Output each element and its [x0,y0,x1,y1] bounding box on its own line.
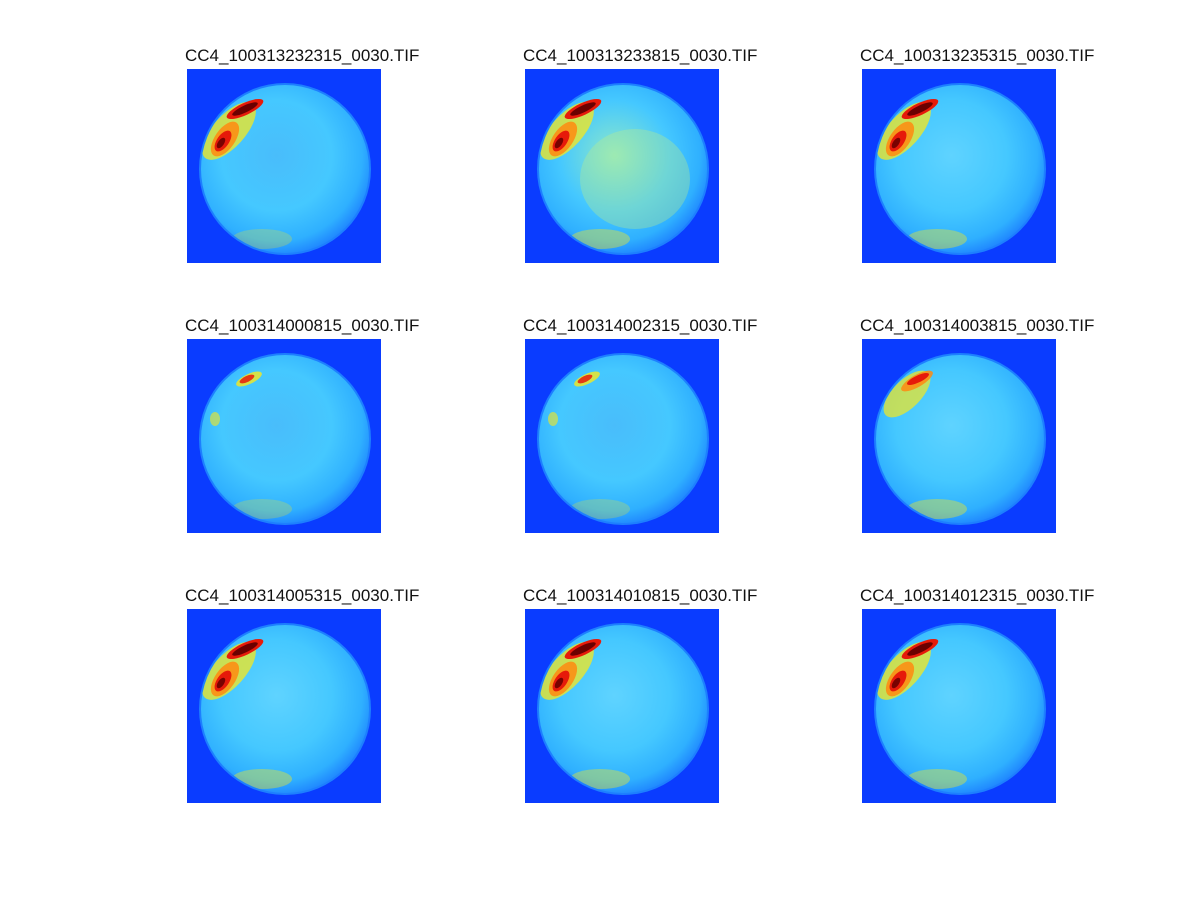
panel-title: CC4_100313233815_0030.TIF [523,46,758,65]
image-panel: CC4_100314000815_0030.TIF [185,315,465,555]
sky-camera-image [187,339,381,533]
image-panel: CC4_100313235315_0030.TIF [860,45,1140,285]
panel-title: CC4_100313232315_0030.TIF [185,46,420,65]
image-panel: CC4_100313232315_0030.TIF [185,45,465,285]
panel-title: CC4_100314002315_0030.TIF [523,316,758,335]
image-panel: CC4_100314010815_0030.TIF [523,585,803,825]
image-panel: CC4_100313233815_0030.TIF [523,45,803,285]
sky-camera-image [525,609,719,803]
panel-title: CC4_100314003815_0030.TIF [860,316,1095,335]
sky-camera-image [862,339,1056,533]
image-panel: CC4_100314005315_0030.TIF [185,585,465,825]
sky-camera-image [525,339,719,533]
panel-title: CC4_100313235315_0030.TIF [860,46,1095,65]
sky-camera-image [525,69,719,263]
image-panel: CC4_100314002315_0030.TIF [523,315,803,555]
panel-title: CC4_100314010815_0030.TIF [523,586,758,605]
panel-title: CC4_100314012315_0030.TIF [860,586,1095,605]
sky-camera-image [862,69,1056,263]
panel-title: CC4_100314000815_0030.TIF [185,316,420,335]
sky-camera-image [862,609,1056,803]
image-panel: CC4_100314003815_0030.TIF [860,315,1140,555]
sky-camera-image [187,69,381,263]
panel-title: CC4_100314005315_0030.TIF [185,586,420,605]
image-panel: CC4_100314012315_0030.TIF [860,585,1140,825]
sky-camera-image [187,609,381,803]
